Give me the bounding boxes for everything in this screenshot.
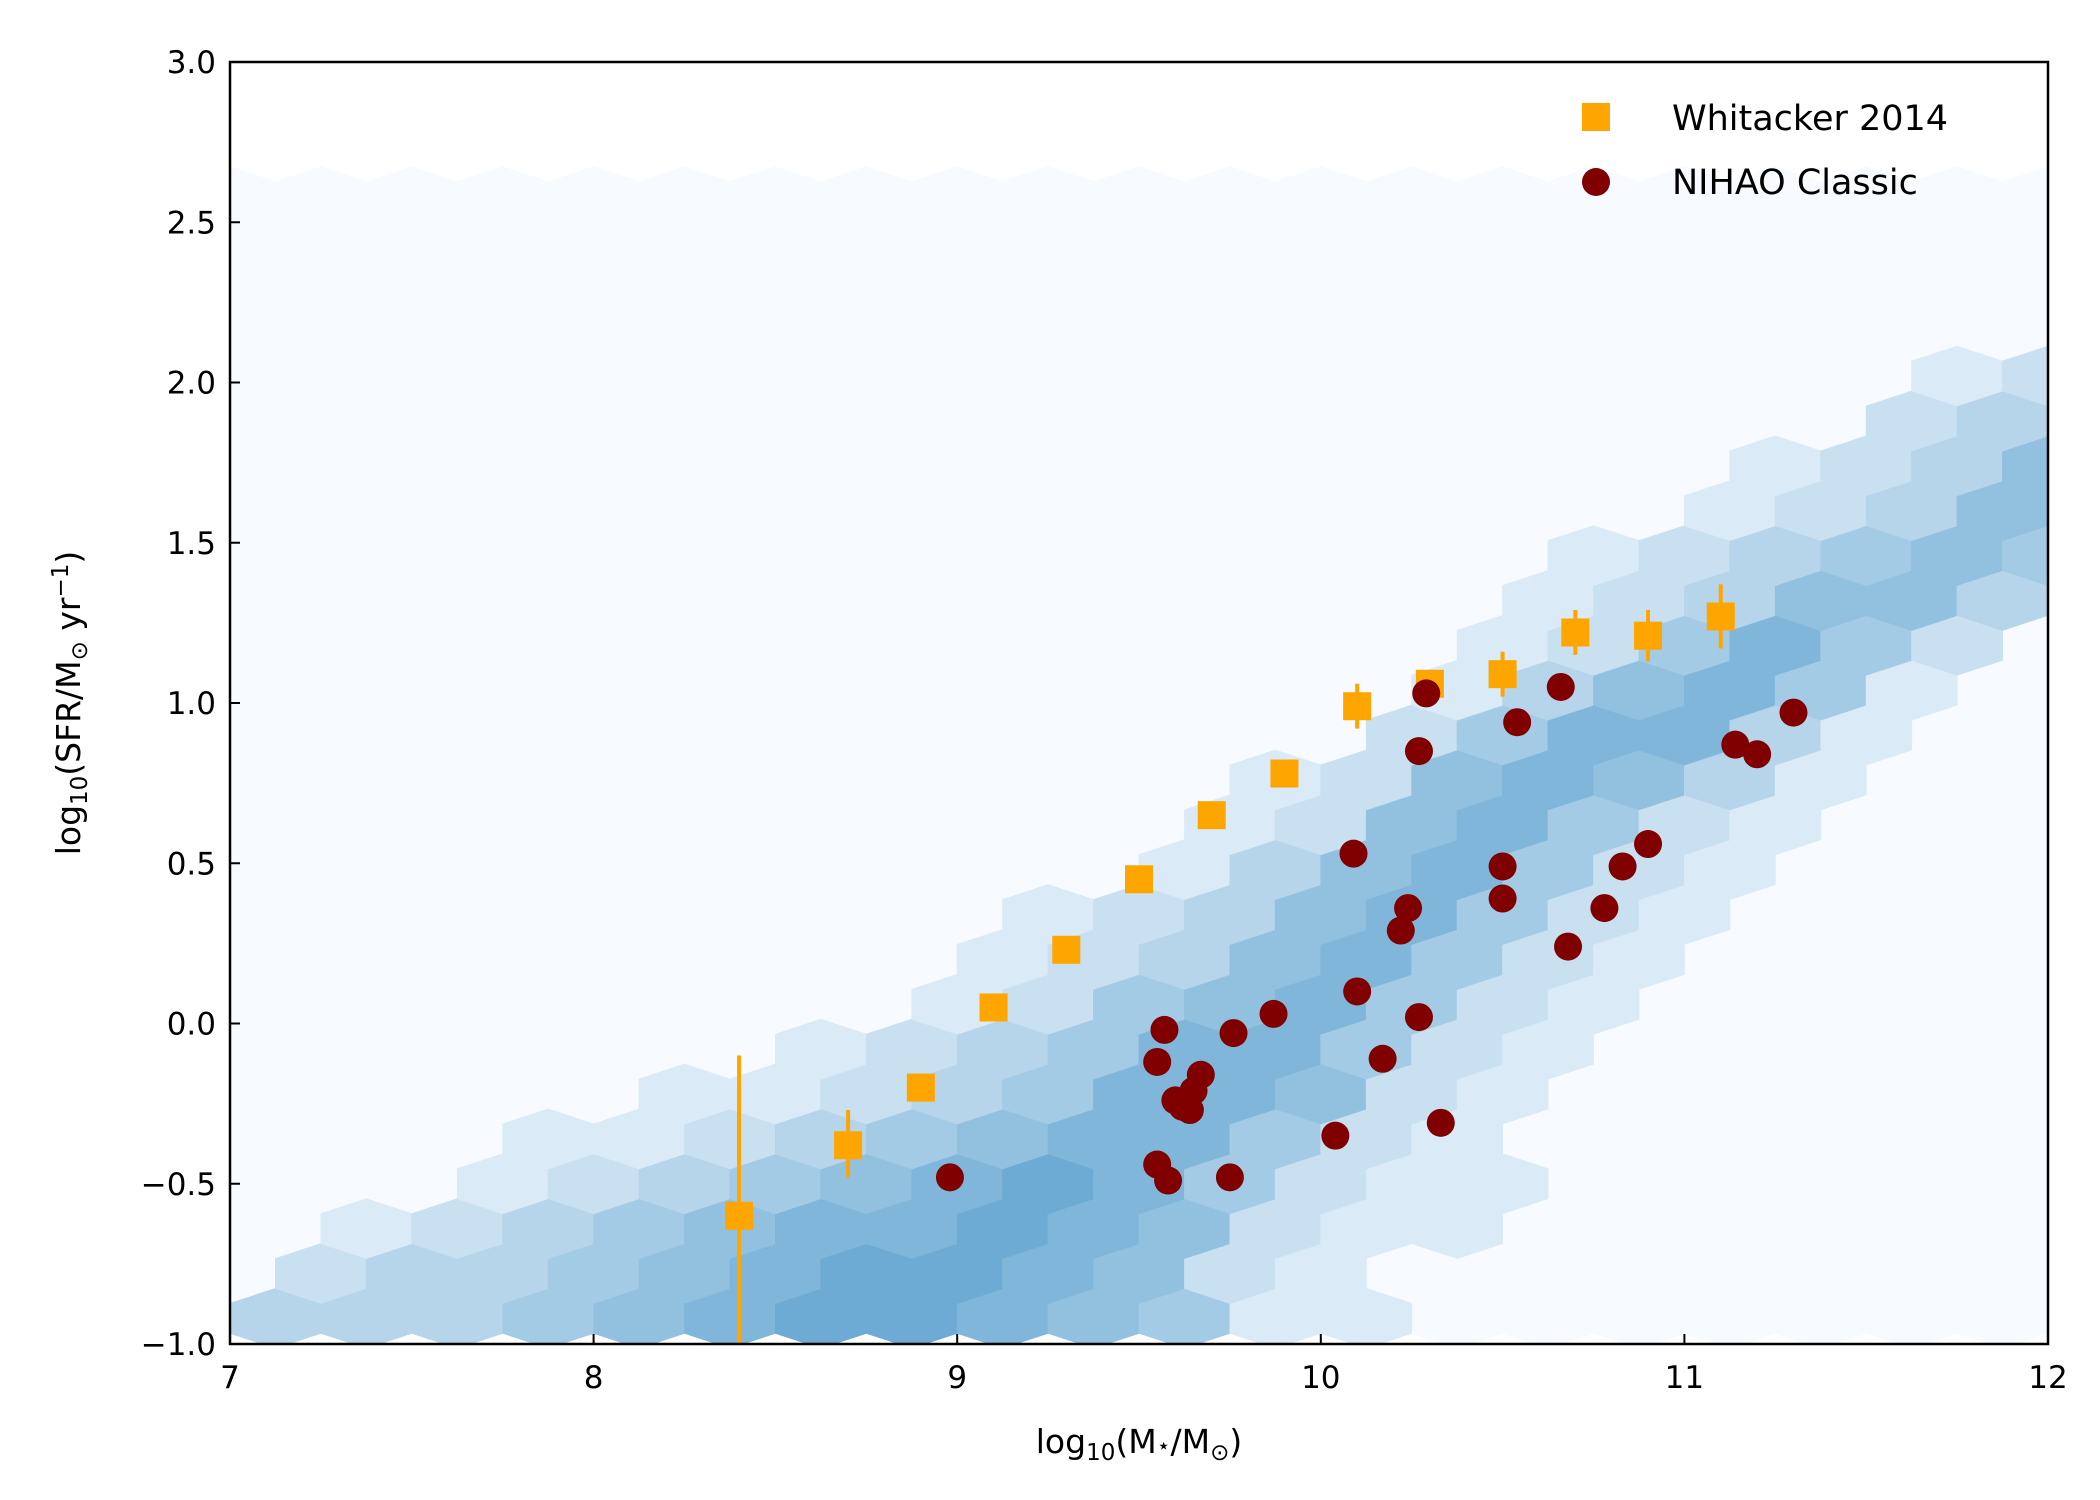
- y-tick-label: −0.5: [141, 1167, 216, 1203]
- nihao-point: [1634, 830, 1663, 859]
- nihao-point: [1546, 672, 1575, 701]
- whitacker-point: [1197, 801, 1226, 830]
- y-tick-label: 2.0: [167, 366, 216, 402]
- legend-nihao-label: NIHAO Classic: [1672, 163, 1918, 203]
- whitacker-point: [906, 1073, 935, 1102]
- nihao-point: [1154, 1166, 1183, 1195]
- nihao-point: [1404, 1003, 1433, 1032]
- nihao-point: [1779, 698, 1808, 727]
- whitacker-point: [1270, 759, 1299, 788]
- x-tick-label: 7: [220, 1360, 240, 1396]
- nihao-point: [1590, 894, 1619, 923]
- nihao-point: [1219, 1019, 1248, 1048]
- y-tick-label: −1.0: [141, 1327, 216, 1363]
- legend-nihao-marker: [1582, 168, 1610, 196]
- x-tick-label: 9: [947, 1360, 967, 1396]
- whitacker-point: [1634, 621, 1663, 650]
- whitacker-point: [1052, 935, 1081, 964]
- whitacker-point: [979, 993, 1008, 1022]
- nihao-point: [1259, 999, 1288, 1028]
- y-tick-label: 1.0: [167, 686, 216, 722]
- nihao-point: [1186, 1060, 1215, 1089]
- hexbin-cell: [2002, 345, 2048, 407]
- nihao-point: [1404, 737, 1433, 766]
- hexbin-layer: [230, 166, 2048, 1344]
- nihao-point: [1343, 977, 1372, 1006]
- y-tick-label: 0.5: [167, 846, 216, 882]
- y-tick-label: 2.5: [167, 205, 216, 241]
- legend-whitacker-marker: [1582, 103, 1610, 131]
- x-axis-label: log10(M⋆/M⊙): [1036, 1422, 1242, 1466]
- nihao-point: [1386, 916, 1415, 945]
- point-layer: [725, 602, 1808, 1230]
- nihao-point: [1394, 894, 1423, 923]
- legend: Whitacker 2014 NIHAO Classic: [1582, 99, 1948, 203]
- x-tick-label: 12: [2028, 1360, 2067, 1396]
- nihao-point: [1321, 1121, 1350, 1150]
- whitacker-point: [834, 1131, 863, 1160]
- y-tick-label: 3.0: [167, 45, 216, 81]
- hexbin-background-cell: [2002, 166, 2048, 227]
- whitacker-point: [725, 1201, 754, 1230]
- nihao-point: [1554, 932, 1583, 961]
- y-tick-label: 1.5: [167, 526, 216, 562]
- nihao-point: [1150, 1015, 1179, 1044]
- whitacker-point: [1343, 692, 1372, 721]
- whitacker-point: [1706, 602, 1735, 631]
- nihao-point: [1339, 839, 1368, 868]
- x-tick-label: 10: [1301, 1360, 1340, 1396]
- y-axis-label: log10(SFR/M⊙ yr−1): [48, 551, 93, 856]
- nihao-point: [935, 1163, 964, 1192]
- y-tick-label: 0.0: [167, 1007, 216, 1043]
- nihao-point: [1721, 730, 1750, 759]
- x-tick-label: 8: [584, 1360, 604, 1396]
- nihao-point: [1368, 1044, 1397, 1073]
- x-tick-label: 11: [1665, 1360, 1704, 1396]
- whitacker-point: [1125, 865, 1153, 894]
- nihao-point: [1608, 852, 1637, 881]
- whitacker-point: [1488, 660, 1517, 689]
- tick-layer: 7 8 9 10 11 12 −1.0 −0.5 0.0 0.5 1.0 1.5 2.0 2.5 3.0: [141, 45, 2068, 1396]
- nihao-point: [1215, 1163, 1244, 1192]
- whitacker-point: [1561, 618, 1590, 647]
- nihao-point: [1503, 708, 1532, 737]
- nihao-point: [1488, 884, 1517, 913]
- nihao-point: [1743, 740, 1772, 769]
- nihao-point: [1488, 852, 1517, 881]
- nihao-point: [1412, 679, 1441, 708]
- nihao-point: [1143, 1047, 1172, 1076]
- nihao-point: [1426, 1108, 1455, 1137]
- legend-whitacker-label: Whitacker 2014: [1672, 99, 1948, 139]
